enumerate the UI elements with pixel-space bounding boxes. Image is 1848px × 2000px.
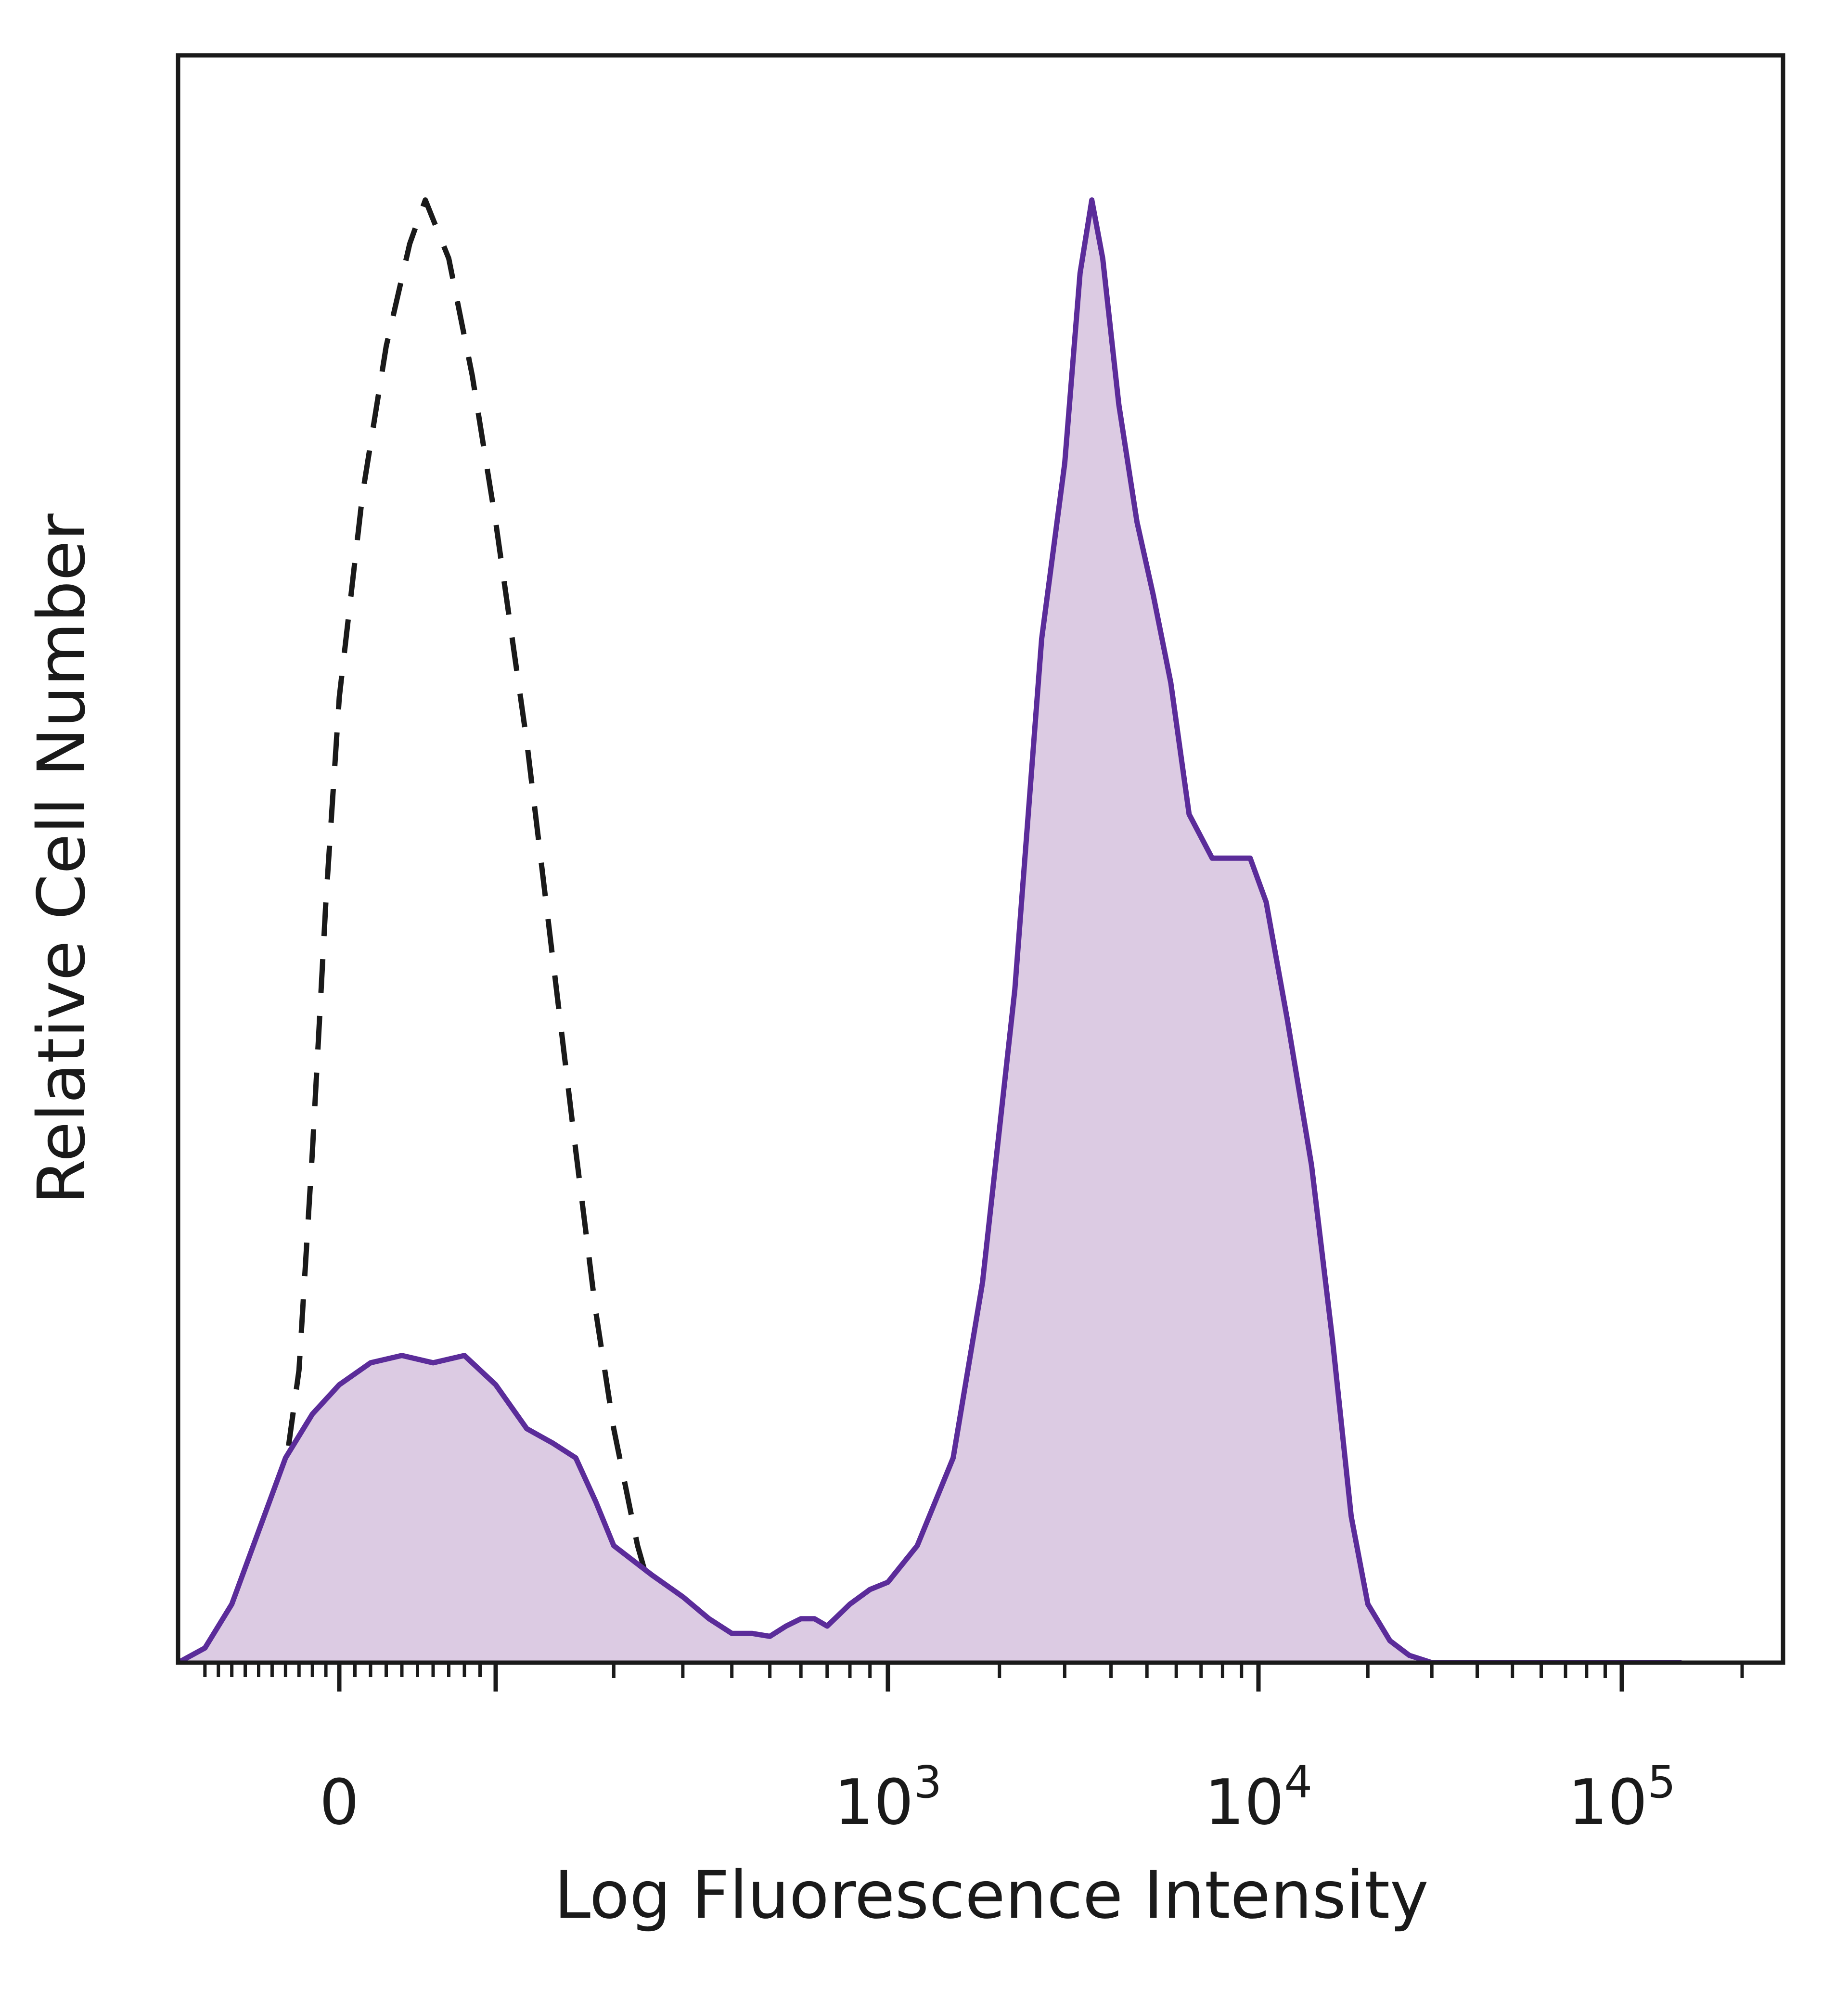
series-1-line bbox=[178, 197, 1683, 1663]
y-axis-label: Relative Cell Number bbox=[24, 513, 100, 1205]
x-tick-label-base: 10 bbox=[834, 1766, 913, 1839]
x-tick-label-base: 10 bbox=[1205, 1766, 1284, 1839]
x-tick-label-exponent: 4 bbox=[1284, 1756, 1312, 1808]
x-tick-label-base: 10 bbox=[1568, 1766, 1647, 1839]
x-tick-label: 0 bbox=[320, 1766, 359, 1839]
x-tick-label-exponent: 5 bbox=[1647, 1756, 1676, 1808]
x-tick-label: 104 bbox=[1205, 1756, 1312, 1839]
x-tick-label: 105 bbox=[1568, 1756, 1676, 1839]
x-axis-tick-labels: 0 103 104 105 bbox=[320, 1756, 1676, 1839]
series-0-line bbox=[230, 197, 711, 1663]
x-tick-label-exponent: 3 bbox=[913, 1756, 942, 1808]
x-axis-ticks bbox=[203, 1663, 1744, 1692]
series-1-area bbox=[178, 200, 1681, 1663]
plot-frame bbox=[176, 53, 1785, 1665]
x-axis-label: Log Fluorescence Intensity bbox=[554, 1858, 1428, 1934]
x-tick-label: 103 bbox=[834, 1756, 942, 1839]
